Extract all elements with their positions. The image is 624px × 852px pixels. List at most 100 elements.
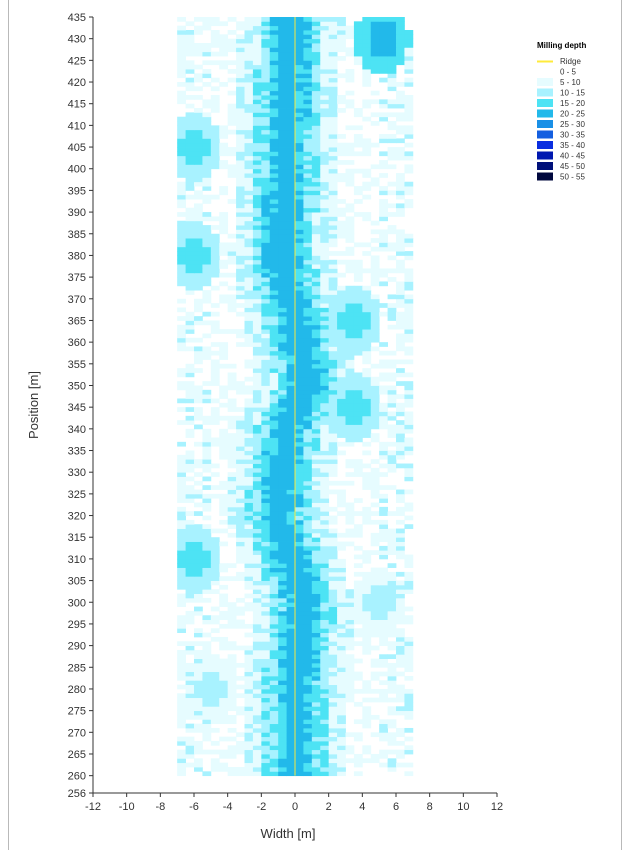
heatmap-cell [286,21,296,27]
heatmap-cell [295,602,304,607]
heatmap-cell [278,268,287,274]
heatmap-cell [278,671,287,677]
heatmap-cell [269,597,279,603]
heatmap-cell [269,290,279,295]
heatmap-cell [387,545,397,551]
heatmap-cell [345,225,355,230]
heatmap-cell [286,532,296,538]
heatmap-cell [311,407,321,412]
heatmap-cell [177,584,186,590]
heatmap-cell [286,537,296,542]
heatmap-cell [194,662,203,668]
heatmap-cell [261,727,271,733]
heatmap-cell [236,424,245,430]
heatmap-cell [320,402,330,408]
heatmap-cell [379,571,388,577]
heatmap-cell [194,628,203,633]
heatmap-cell [404,203,414,209]
heatmap-cell [227,502,237,508]
heatmap-cell [269,753,279,759]
heatmap-cell [219,329,229,334]
heatmap-cell [303,77,313,83]
heatmap-cell [185,701,195,707]
heatmap-cell [286,238,296,243]
heatmap-cell [185,576,195,581]
heatmap-cell [202,47,212,53]
heatmap-cell [387,697,397,703]
heatmap-cell [227,563,237,568]
heatmap-cell [194,173,203,178]
heatmap-cell [295,99,304,105]
heatmap-cell [311,47,321,53]
heatmap-cell [396,194,405,200]
heatmap-cell [362,25,372,31]
heatmap-cell [244,134,254,139]
heatmap-cell [337,294,346,300]
heatmap-cell [269,736,279,742]
heatmap-cell [295,732,304,738]
heatmap-cell [311,177,321,183]
heatmap-cell [269,532,279,538]
heatmap-cell [404,164,414,170]
heatmap-cell [244,437,254,443]
heatmap-cell [328,311,338,317]
heatmap-cell [303,472,313,477]
heatmap-cell [278,281,287,287]
heatmap-cell [295,359,304,365]
heatmap-cell [362,463,372,469]
heatmap-cell [345,688,355,694]
heatmap-cell [286,727,296,733]
heatmap-cell [227,446,237,451]
heatmap-cell [244,116,254,122]
heatmap-cell [269,762,279,768]
heatmap-cell [244,675,254,681]
heatmap-cell [202,177,212,183]
heatmap-cell [396,56,405,61]
heatmap-cell [236,489,245,495]
heatmap-cell [379,246,388,252]
heatmap-cell [404,762,414,768]
heatmap-cell [362,636,372,642]
heatmap-cell [261,220,271,226]
heatmap-cell [177,537,186,542]
heatmap-cell [177,398,186,404]
heatmap-cell [295,112,304,118]
heatmap-cell [311,173,321,178]
heatmap-cell [286,277,296,282]
legend-swatch [537,109,553,118]
heatmap-cell [261,64,271,70]
heatmap-cell [379,199,388,204]
heatmap-cell [328,463,338,469]
heatmap-cell [337,350,346,356]
heatmap-cell [219,363,229,369]
heatmap-cell [278,493,287,499]
heatmap-cell [303,151,313,157]
heatmap-cell [177,268,186,274]
heatmap-cell [219,433,229,438]
heatmap-cell [269,693,279,699]
heatmap-cell [404,463,414,469]
heatmap-cell [387,372,397,378]
heatmap-cell [185,368,195,373]
heatmap-cell [261,758,271,764]
heatmap-cell [295,758,304,764]
heatmap-cell [261,177,271,183]
heatmap-cell [219,706,229,712]
heatmap-cell [362,316,372,321]
heatmap-cell [194,303,203,308]
heatmap-cell [252,519,262,525]
heatmap-cell [404,710,414,716]
heatmap-cell [286,281,296,287]
heatmap-cell [261,350,271,356]
heatmap-cell [320,381,330,386]
heatmap-cell [328,376,338,382]
heatmap-cell [370,671,380,677]
heatmap-cell [379,450,388,456]
heatmap-cell [379,420,388,425]
heatmap-cell [311,697,321,703]
heatmap-cell [303,719,313,725]
heatmap-cell [328,532,338,538]
heatmap-cell [227,719,237,725]
heatmap-cell [194,589,203,594]
heatmap-cell [379,615,388,620]
